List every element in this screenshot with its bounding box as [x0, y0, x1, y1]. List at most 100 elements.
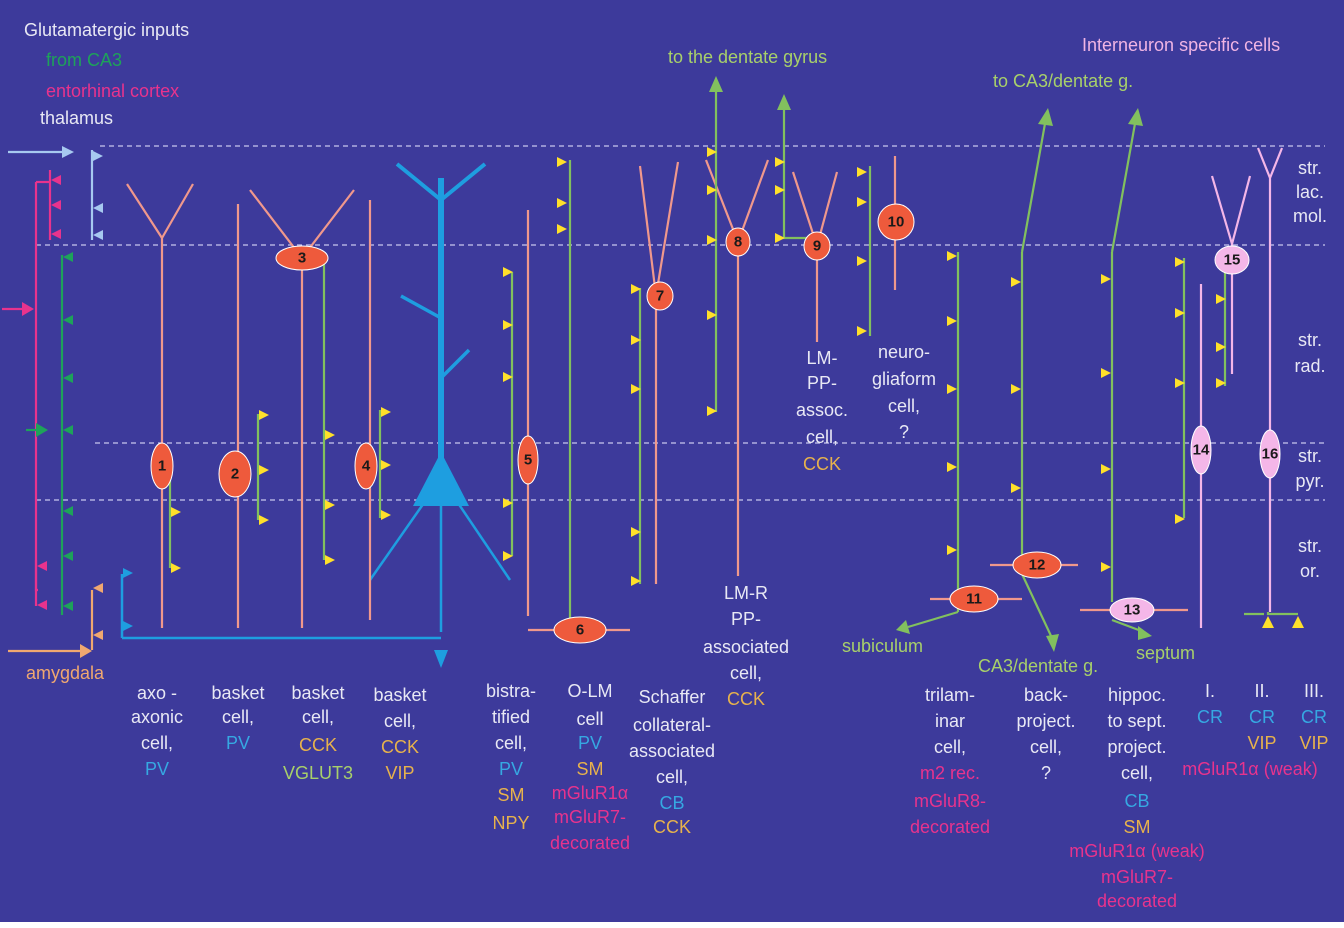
desc-backproject-1: back- [1024, 685, 1068, 705]
soma-6 [553, 616, 607, 644]
layer-or-2: or. [1300, 561, 1320, 581]
cell-number-3: 3 [298, 250, 306, 267]
soma-13 [1109, 597, 1155, 623]
desc-trilaminar-1: trilam- [925, 685, 975, 705]
cell-number-9: 9 [813, 238, 821, 255]
desc-basket-vip-3: CCK [381, 737, 419, 757]
layer-rad-1: str. [1298, 330, 1322, 350]
desc-schaffer-6: CCK [653, 817, 691, 837]
label-interneuron-specific: Interneuron specific cells [1082, 35, 1280, 55]
desc-is2-1: II. [1254, 681, 1269, 701]
desc-is3-3: VIP [1299, 733, 1328, 753]
desc-bistratified-6: NPY [492, 813, 529, 833]
desc-ngf-3: cell, [888, 396, 920, 416]
desc-hipposept-1: hippoc. [1108, 685, 1166, 705]
desc-olm-4: SM [577, 759, 604, 779]
pyramidal-cell [120, 162, 512, 668]
label-ca3-dentate-bottom: CA3/dentate g. [978, 656, 1098, 676]
desc-ngf-1: neuro- [878, 342, 930, 362]
layer-lac-mol-1: str. [1298, 158, 1322, 178]
desc-trilaminar-5: mGluR8- [914, 791, 986, 811]
cell-number-12: 12 [1029, 557, 1046, 574]
desc-olm-3: PV [578, 733, 602, 753]
desc-hipposept-3: project. [1107, 737, 1166, 757]
desc-hipposept-7: mGluR1α (weak) [1069, 841, 1204, 861]
label-subiculum: subiculum [842, 636, 923, 656]
desc-olm-7: decorated [550, 833, 630, 853]
soma-10 [877, 203, 915, 241]
desc-lmr-1: LM-R [724, 583, 768, 603]
soma-3 [275, 245, 329, 271]
desc-axoaxonic-3: cell, [141, 733, 173, 753]
desc-trilaminar-3: cell, [934, 737, 966, 757]
soma-16 [1259, 429, 1281, 479]
input-thalamus: thalamus [40, 108, 113, 128]
desc-is1-1: I. [1205, 681, 1215, 701]
desc-bistratified-1: bistra- [486, 681, 536, 701]
desc-is1-2: CR [1197, 707, 1223, 727]
desc-basket-pv-2: cell, [222, 707, 254, 727]
input-arrowheads [22, 146, 92, 658]
desc-hipposept-9: decorated [1097, 891, 1177, 911]
desc-olm-1: O-LM [568, 681, 613, 701]
desc-backproject-4: ? [1041, 763, 1051, 783]
desc-bistratified-5: SM [498, 785, 525, 805]
cell-number-15: 15 [1224, 252, 1241, 269]
soma-7 [646, 281, 674, 311]
soma-12 [1012, 551, 1062, 579]
desc-backproject-3: cell, [1030, 737, 1062, 757]
cell-number-16: 16 [1262, 446, 1279, 463]
desc-bistratified-3: cell, [495, 733, 527, 753]
layer-labels: str. lac. mol. str. rad. str. pyr. str. … [1293, 158, 1327, 581]
soma-8 [725, 227, 751, 257]
desc-hipposept-4: cell, [1121, 763, 1153, 783]
desc-trilaminar-4: m2 rec. [920, 763, 980, 783]
cell-number-1: 1 [158, 458, 166, 475]
desc-lmr-5: CCK [727, 689, 765, 709]
layer-rad-2: rad. [1294, 356, 1325, 376]
desc-basket-cck-3: CCK [299, 735, 337, 755]
desc-hipposept-2: to sept. [1107, 711, 1166, 731]
cell-number-2: 2 [231, 466, 239, 483]
cell-number-7: 7 [656, 288, 664, 305]
layer-pyr-2: pyr. [1295, 471, 1324, 491]
neuron-processes [126, 88, 1298, 639]
layer-boundaries [36, 145, 1325, 501]
target-labels: to the dentate gyrus to CA3/dentate g. I… [668, 35, 1280, 676]
desc-basket-vip-4: VIP [385, 763, 414, 783]
desc-trilaminar-6: decorated [910, 817, 990, 837]
desc-hipposept-6: SM [1124, 817, 1151, 837]
label-to-dentate-gyrus: to the dentate gyrus [668, 47, 827, 67]
synaptic-terminals [171, 147, 1304, 628]
layer-or-1: str. [1298, 536, 1322, 556]
layer-lac-mol-2: lac. [1296, 182, 1324, 202]
desc-backproject-2: project. [1016, 711, 1075, 731]
soma-15 [1214, 245, 1250, 275]
cell-number-10: 10 [888, 214, 905, 231]
desc-basket-cck-2: cell, [302, 707, 334, 727]
desc-is2-3: VIP [1247, 733, 1276, 753]
soma-14 [1190, 425, 1212, 475]
desc-trilaminar-2: inar [935, 711, 965, 731]
desc-lmpp-4: cell, [806, 427, 838, 447]
desc-basket-cck-1: basket [291, 683, 344, 703]
layer-pyr-1: str. [1298, 446, 1322, 466]
soma-9 [803, 231, 831, 261]
desc-axoaxonic-4: PV [145, 759, 169, 779]
input-amygdala: amygdala [26, 663, 105, 683]
input-terminals [37, 151, 103, 640]
cell-number-6: 6 [576, 622, 584, 639]
desc-basket-pv-1: basket [211, 683, 264, 703]
desc-schaffer-4: cell, [656, 767, 688, 787]
desc-is2-2: CR [1249, 707, 1275, 727]
soma-2 [218, 450, 252, 498]
cell-number-8: 8 [734, 234, 742, 251]
cell-number-14: 14 [1193, 442, 1210, 459]
cell-number-4: 4 [362, 458, 371, 475]
desc-basket-cck-4: VGLUT3 [283, 763, 353, 783]
soma-4 [354, 442, 378, 490]
axon-arrowheads [709, 76, 1152, 652]
desc-hipposept-5: CB [1124, 791, 1149, 811]
